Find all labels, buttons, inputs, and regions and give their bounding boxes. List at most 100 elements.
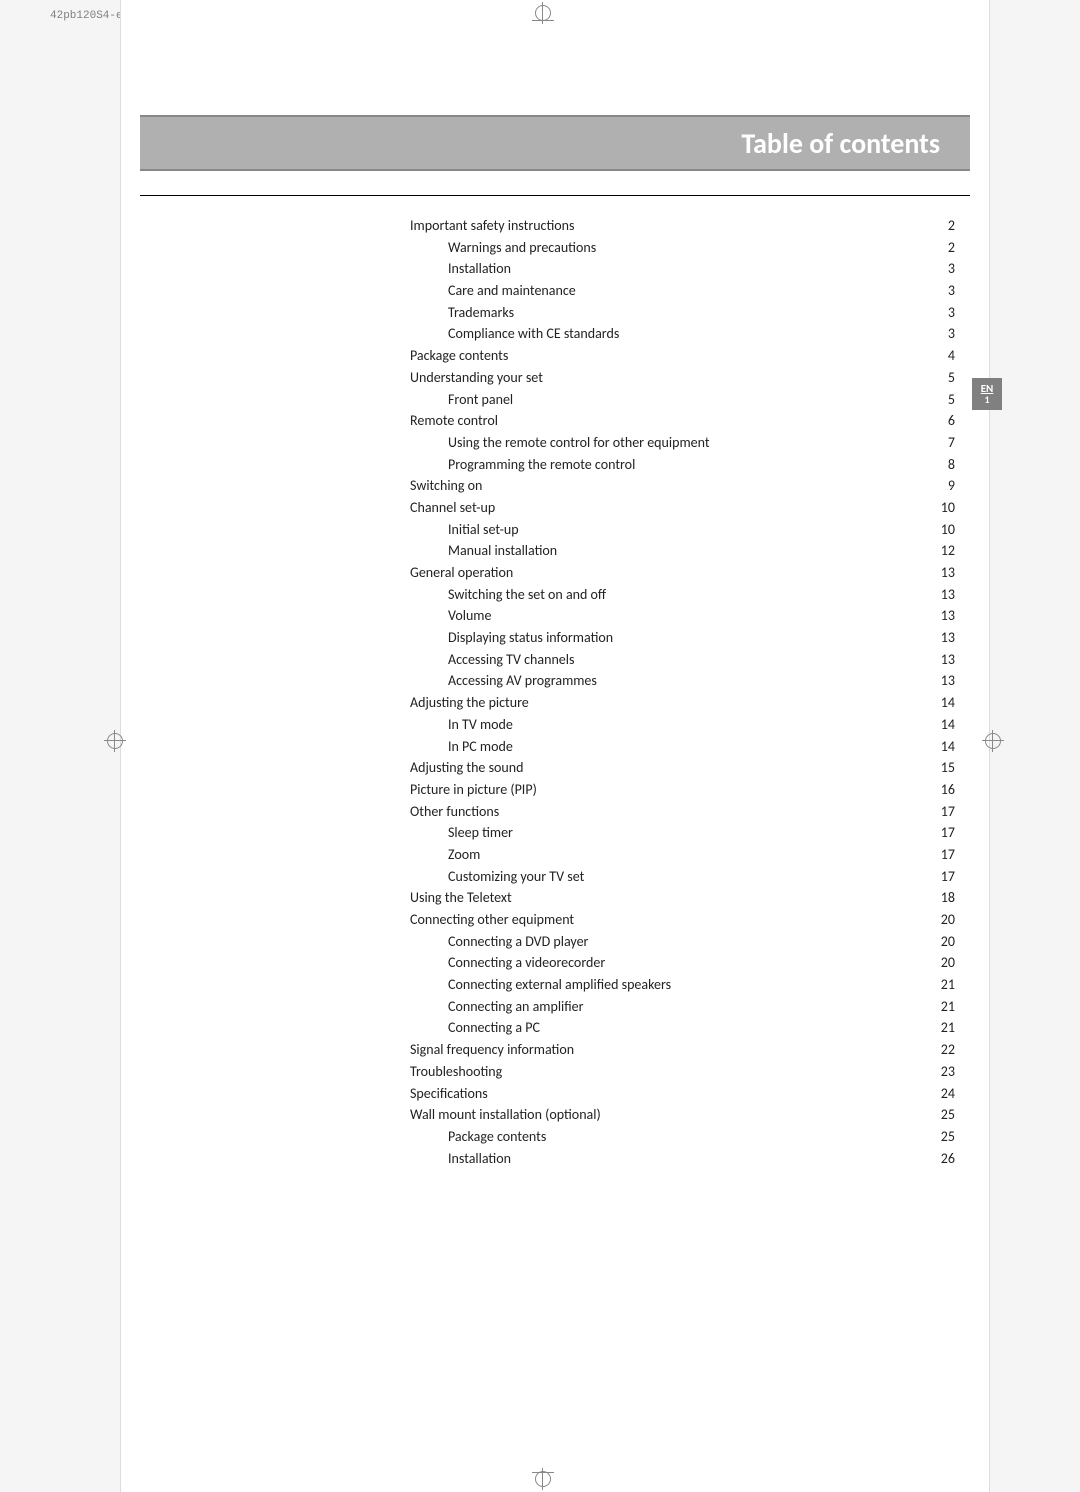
- toc-label: Troubleshooting: [410, 1061, 502, 1083]
- toc-page-number: 16: [925, 779, 955, 801]
- toc-label: Compliance with CE standards: [410, 323, 619, 345]
- toc-row: Sleep timer 17: [410, 822, 955, 844]
- page-sheet: Table of contents Important safety instr…: [120, 0, 990, 1492]
- toc-row: Initial set-up 10: [410, 519, 955, 541]
- toc-row: Compliance with CE standards3: [410, 323, 955, 345]
- toc-row: Remote control6: [410, 410, 955, 432]
- toc-label: Adjusting the sound: [410, 757, 524, 779]
- toc-row: Adjusting the sound15: [410, 757, 955, 779]
- toc-row: Connecting an amplifier21: [410, 996, 955, 1018]
- toc-page-number: 13: [925, 562, 955, 584]
- toc-row: Connecting a PC21: [410, 1017, 955, 1039]
- toc-label: Connecting other equipment: [410, 909, 574, 931]
- toc-page-number: 25: [925, 1104, 955, 1126]
- toc-page-number: 21: [925, 974, 955, 996]
- toc-page-number: 13: [925, 670, 955, 692]
- toc-label: Using the remote control for other equip…: [410, 432, 710, 454]
- registration-mark-right: [982, 730, 1004, 752]
- toc-page-number: 13: [925, 584, 955, 606]
- toc-label: Displaying status information: [410, 627, 613, 649]
- toc-row: Programming the remote control8: [410, 454, 955, 476]
- toc-row: Channel set-up 10: [410, 497, 955, 519]
- toc-row: Connecting other equipment 20: [410, 909, 955, 931]
- toc-label: Channel set-up: [410, 497, 495, 519]
- toc-row: In TV mode 14: [410, 714, 955, 736]
- toc-row: Adjusting the picture14: [410, 692, 955, 714]
- toc-page-number: 7: [925, 432, 955, 454]
- toc-label: Installation: [410, 1148, 511, 1170]
- toc-page-number: 2: [925, 215, 955, 237]
- toc-page-number: 24: [925, 1083, 955, 1105]
- toc-row: Package contents4: [410, 345, 955, 367]
- toc-page-number: 20: [925, 931, 955, 953]
- toc-page-number: 14: [925, 736, 955, 758]
- registration-mark-bottom: [532, 1468, 554, 1490]
- horizontal-rule: [140, 195, 970, 196]
- toc-row: Installation 26: [410, 1148, 955, 1170]
- toc-row: Switching on9: [410, 475, 955, 497]
- toc-row: Accessing AV programmes 13: [410, 670, 955, 692]
- toc-page-number: 14: [925, 714, 955, 736]
- toc-row: Wall mount installation (optional) 25: [410, 1104, 955, 1126]
- toc-label: Adjusting the picture: [410, 692, 529, 714]
- toc-row: Front panel5: [410, 389, 955, 411]
- toc-page-number: 20: [925, 909, 955, 931]
- toc-label: Signal frequency information: [410, 1039, 574, 1061]
- toc-row: Understanding your set 5: [410, 367, 955, 389]
- toc-label: Wall mount installation (optional): [410, 1104, 601, 1126]
- toc-label: Switching the set on and off: [410, 584, 606, 606]
- toc-page-number: 3: [925, 302, 955, 324]
- toc-page-number: 26: [925, 1148, 955, 1170]
- registration-mark-top: [532, 2, 554, 24]
- header-bar: Table of contents: [140, 115, 970, 171]
- toc-label: Connecting a PC: [410, 1017, 540, 1039]
- toc-list: Important safety instructions2Warnings a…: [410, 215, 955, 1169]
- toc-row: Package contents 25: [410, 1126, 955, 1148]
- toc-label: Warnings and precautions: [410, 237, 596, 259]
- toc-page-number: 8: [925, 454, 955, 476]
- toc-row: Signal frequency information 22: [410, 1039, 955, 1061]
- toc-page-number: 12: [925, 540, 955, 562]
- registration-mark-left: [104, 730, 126, 752]
- toc-row: Specifications24: [410, 1083, 955, 1105]
- toc-page-number: 23: [925, 1061, 955, 1083]
- toc-label: In PC mode: [410, 736, 513, 758]
- toc-page-number: 17: [925, 844, 955, 866]
- toc-label: Trademarks: [410, 302, 514, 324]
- toc-label: Sleep timer: [410, 822, 513, 844]
- toc-label: Other functions: [410, 801, 499, 823]
- toc-row: Customizing your TV set17: [410, 866, 955, 888]
- toc-label: Care and maintenance: [410, 280, 576, 302]
- toc-row: Other functions 17: [410, 801, 955, 823]
- toc-page-number: 10: [925, 519, 955, 541]
- toc-page-number: 10: [925, 497, 955, 519]
- toc-row: Accessing TV channels13: [410, 649, 955, 671]
- toc-label: Connecting external amplified speakers: [410, 974, 671, 996]
- toc-row: Zoom17: [410, 844, 955, 866]
- toc-page-number: 17: [925, 822, 955, 844]
- toc-page-number: 22: [925, 1039, 955, 1061]
- toc-row: Installation3: [410, 258, 955, 280]
- toc-label: Understanding your set: [410, 367, 543, 389]
- toc-page-number: 18: [925, 887, 955, 909]
- toc-label: Customizing your TV set: [410, 866, 584, 888]
- toc-row: Connecting external amplified speakers 21: [410, 974, 955, 996]
- toc-row: General operation 13: [410, 562, 955, 584]
- toc-label: Accessing AV programmes: [410, 670, 597, 692]
- toc-page-number: 25: [925, 1126, 955, 1148]
- toc-label: Initial set-up: [410, 519, 519, 541]
- toc-label: Volume: [410, 605, 491, 627]
- toc-row: Important safety instructions2: [410, 215, 955, 237]
- toc-row: Picture in picture (PIP)16: [410, 779, 955, 801]
- toc-page-number: 5: [925, 367, 955, 389]
- toc-label: In TV mode: [410, 714, 513, 736]
- toc-label: General operation: [410, 562, 513, 584]
- toc-row: Volume13: [410, 605, 955, 627]
- toc-row: Troubleshooting 23: [410, 1061, 955, 1083]
- toc-row: Using the remote control for other equip…: [410, 432, 955, 454]
- toc-page-number: 17: [925, 801, 955, 823]
- toc-label: Package contents: [410, 1126, 546, 1148]
- toc-page-number: 13: [925, 627, 955, 649]
- toc-row: Connecting a DVD player20: [410, 931, 955, 953]
- toc-label: Package contents: [410, 345, 508, 367]
